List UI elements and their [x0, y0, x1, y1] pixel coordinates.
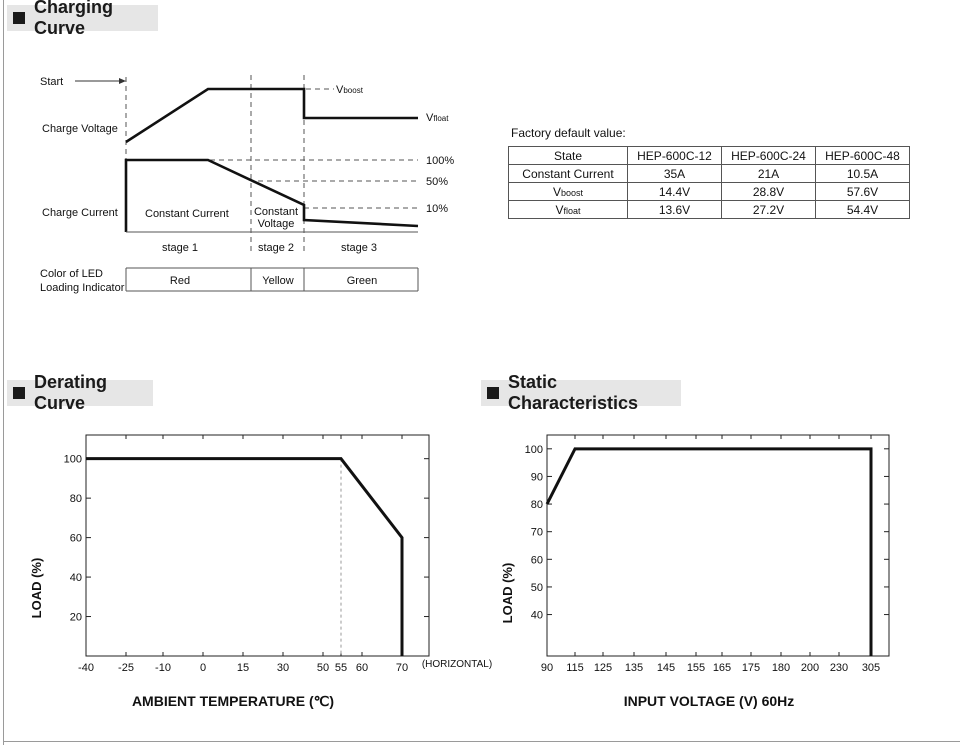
vfloat-sub: float	[433, 114, 449, 123]
x-tick-label: 230	[830, 662, 848, 674]
stage1-label: stage 1	[162, 242, 198, 254]
x-tick-label: -25	[118, 662, 134, 674]
vfloat-v: V	[426, 112, 434, 124]
series-line	[86, 457, 404, 656]
constant-voltage-label-2: Voltage	[258, 218, 295, 230]
y-tick-label: 40	[70, 572, 82, 584]
x-tick-label: 305	[862, 662, 880, 674]
stage3-label: stage 3	[341, 242, 377, 254]
table-row: Vboost 14.4V 28.8V 57.6V	[508, 182, 910, 201]
x-tick-label: 30	[277, 662, 289, 674]
y-tick-label: 20	[70, 612, 82, 624]
page-left-rule	[3, 0, 4, 745]
x-tick-label: -40	[78, 662, 94, 674]
vfloat-sub: float	[563, 205, 581, 216]
table-cell: 57.6V	[815, 182, 910, 201]
x-tick-label: 60	[356, 662, 368, 674]
factory-default-table: State HEP-600C-12 HEP-600C-24 HEP-600C-4…	[508, 146, 910, 219]
vfloat-v: V	[555, 202, 564, 217]
x-tick-label: 50	[317, 662, 329, 674]
table-cell: 54.4V	[815, 200, 910, 219]
charge-voltage-curve	[125, 87, 418, 144]
x-tick-label: 180	[772, 662, 790, 674]
y-tick-label: 40	[531, 610, 543, 622]
start-arrow-icon	[119, 78, 126, 84]
percent-50-label: 50%	[426, 176, 448, 188]
section-title: Charging Curve	[34, 0, 113, 38]
y-tick-label: 80	[531, 499, 543, 511]
percent-100-label: 100%	[426, 155, 454, 167]
page-bottom-rule	[3, 741, 960, 742]
led-yellow-label: Yellow	[262, 275, 293, 287]
vboost-v: V	[336, 84, 344, 96]
charge-current-curve	[124, 158, 419, 232]
y-tick-label: 60	[531, 554, 543, 566]
section-title: Derating Curve	[34, 372, 108, 413]
stage2-label: stage 2	[258, 242, 294, 254]
led-green-label: Green	[347, 275, 378, 287]
x-tick-label: 145	[657, 662, 675, 674]
led-label-line2: Loading Indicator	[40, 282, 125, 294]
y-tick-label: 100	[64, 454, 82, 466]
x-tick-label: 135	[625, 662, 643, 674]
series-line	[545, 447, 873, 656]
led-red-label: Red	[170, 275, 190, 287]
charge-voltage-label: Charge Voltage	[42, 123, 118, 135]
y-tick-label: 100	[525, 444, 543, 456]
constant-current-label: Constant Current	[145, 208, 229, 220]
x-tick-label: 55	[335, 662, 347, 674]
factory-default-title: Factory default value:	[511, 126, 626, 140]
percent-10-label: 10%	[426, 203, 448, 215]
x-tick-label: 165	[713, 662, 731, 674]
vfloat-label: Vfloat	[426, 112, 449, 124]
x-tick-label: 90	[541, 662, 553, 674]
x-tick-label: 125	[594, 662, 612, 674]
x-tick-label: 70	[396, 662, 408, 674]
vboost-v: V	[552, 184, 561, 199]
section-bullet-icon	[487, 387, 499, 399]
section-bullet-icon	[13, 387, 25, 399]
plot-frame	[546, 434, 890, 657]
x-tick-label: 115	[566, 662, 584, 674]
table-cell: 27.2V	[721, 200, 816, 219]
y-axis-label: LOAD (%)	[29, 558, 44, 619]
table-header-row: State HEP-600C-12 HEP-600C-24 HEP-600C-4…	[508, 146, 910, 165]
y-tick-label: 80	[70, 493, 82, 505]
y-axis-label: LOAD (%)	[500, 563, 515, 624]
section-header-charging: Charging Curve	[7, 0, 158, 38]
y-tick-label: 90	[531, 471, 543, 483]
x-tick-label: 175	[742, 662, 760, 674]
start-label: Start	[40, 76, 63, 88]
led-label-line1: Color of LED	[40, 268, 103, 280]
charge-current-label: Charge Current	[42, 207, 118, 219]
constant-voltage-label-1: Constant	[254, 206, 298, 218]
table-header-cell: HEP-600C-12	[627, 146, 722, 165]
section-header-derating: Derating Curve	[7, 372, 153, 413]
x-axis-label: INPUT VOLTAGE (V) 60Hz	[624, 693, 795, 709]
x-tick-label: 15	[237, 662, 249, 674]
section-title: Static Characteristics	[508, 372, 639, 413]
vboost-sub: boost	[343, 86, 363, 95]
table-row: Vfloat 13.6V 27.2V 54.4V	[508, 200, 910, 219]
plot-frame	[85, 434, 430, 657]
x-tick-label: 0	[200, 662, 206, 674]
y-tick-label: 50	[531, 582, 543, 594]
table-cell: 13.6V	[627, 200, 722, 219]
x-tick-label: 155	[687, 662, 705, 674]
y-tick-label: 70	[531, 527, 543, 539]
y-tick-label: 60	[70, 533, 82, 545]
table-header-cell: HEP-600C-24	[721, 146, 816, 165]
x-tick-label: 200	[801, 662, 819, 674]
section-bullet-icon	[13, 12, 25, 24]
x-axis-label: AMBIENT TEMPERATURE (℃)	[132, 693, 334, 709]
x-axis-note: (HORIZONTAL)	[422, 659, 492, 670]
table-cell: 21A	[721, 164, 816, 183]
vboost-label: Vboost	[336, 84, 364, 96]
x-tick-label: -10	[155, 662, 171, 674]
vboost-sub: boost	[560, 187, 584, 198]
section-header-static: Static Characteristics	[481, 372, 681, 413]
